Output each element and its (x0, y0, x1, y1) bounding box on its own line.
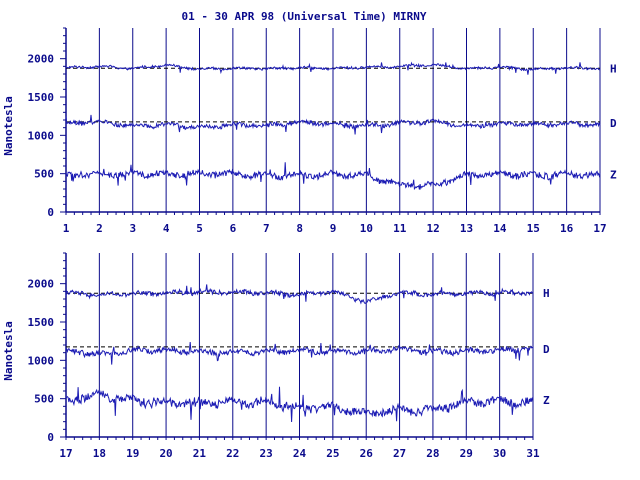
x-tick-label: 2 (96, 222, 103, 235)
series-label-D: D (610, 117, 617, 130)
y-tick-label: 500 (34, 393, 54, 406)
x-tick-label: 3 (129, 222, 136, 235)
x-tick-label: 25 (326, 447, 339, 460)
x-tick-label: 27 (393, 447, 406, 460)
series-trace-Z (65, 386, 534, 423)
x-tick-label: 28 (426, 447, 439, 460)
x-tick-label: 31 (526, 447, 540, 460)
x-tick-label: 9 (330, 222, 337, 235)
x-tick-label: 10 (360, 222, 373, 235)
series-label-D: D (543, 343, 550, 356)
y-tick-label: 500 (34, 168, 54, 181)
series-trace-Z (65, 162, 601, 191)
x-tick-label: 13 (460, 222, 473, 235)
x-tick-label: 15 (527, 222, 540, 235)
series-trace-H (65, 284, 533, 305)
y-tick-label: 1000 (28, 354, 55, 367)
x-tick-label: 24 (293, 447, 307, 460)
x-tick-label: 19 (126, 447, 139, 460)
x-tick-label: 5 (196, 222, 203, 235)
x-tick-label: 20 (159, 447, 172, 460)
series-label-H: H (543, 287, 550, 300)
series-trace-H (66, 61, 601, 75)
x-tick-label: 12 (427, 222, 440, 235)
x-tick-label: 1 (63, 222, 70, 235)
y-axis-label: Nanotesla (2, 96, 15, 156)
y-axis-label: Nanotesla (2, 321, 15, 381)
x-tick-label: 21 (193, 447, 207, 460)
x-tick-label: 14 (493, 222, 507, 235)
x-tick-label: 17 (59, 447, 72, 460)
y-tick-label: 1000 (28, 129, 55, 142)
series-label-Z: Z (543, 394, 550, 407)
chart-title: 01 - 30 APR 98 (Universal Time) MIRNY (181, 10, 426, 23)
y-tick-label: 2000 (28, 278, 55, 291)
series-trace-D (65, 341, 534, 365)
x-tick-label: 17 (593, 222, 606, 235)
y-tick-label: 0 (47, 206, 54, 219)
series-label-Z: Z (610, 168, 617, 181)
y-tick-label: 1500 (28, 91, 55, 104)
y-tick-label: 1500 (28, 316, 55, 329)
series-label-H: H (610, 62, 617, 75)
x-tick-label: 30 (493, 447, 506, 460)
x-tick-label: 18 (93, 447, 106, 460)
y-tick-label: 0 (47, 431, 54, 444)
x-tick-label: 6 (230, 222, 237, 235)
series-trace-D (65, 114, 601, 135)
x-tick-label: 22 (226, 447, 239, 460)
x-tick-label: 16 (560, 222, 574, 235)
x-tick-label: 7 (263, 222, 270, 235)
panel-2: 0 500 1000 1500 2000 Nanotesla 17 18 19 20 21 22 23 2… (2, 252, 550, 460)
x-tick-label: 4 (163, 222, 170, 235)
x-tick-label: 11 (393, 222, 407, 235)
x-tick-label: 29 (460, 447, 473, 460)
y-tick-label: 2000 (28, 53, 55, 66)
x-tick-label: 23 (260, 447, 273, 460)
x-tick-label: 26 (360, 447, 374, 460)
x-tick-label: 8 (296, 222, 303, 235)
